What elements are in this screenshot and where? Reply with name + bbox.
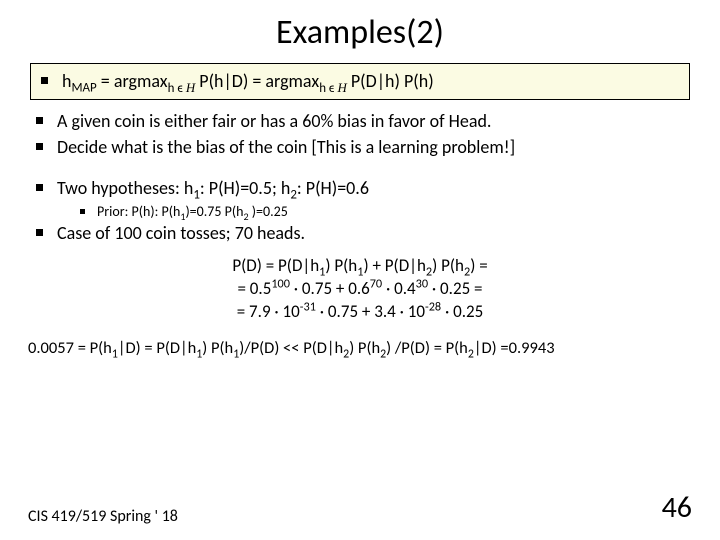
math-line: P(D) = P(D|h1) P(h1) + P(D|h2) P(h2) = [28, 255, 692, 278]
bullet-text: Decide what is the bias of the coin [Thi… [57, 136, 515, 159]
bullet-item: Decide what is the bias of the coin [Thi… [36, 136, 692, 159]
slide-container: Examples(2) hMAP = argmaxh ϵ H P(h|D) = … [0, 0, 720, 540]
bullet-marker [36, 184, 43, 191]
formula-highlight-box: hMAP = argmaxh ϵ H P(h|D) = argmaxh ϵ H … [30, 63, 690, 100]
bullet-item: A given coin is either fair or has a 60%… [36, 110, 692, 133]
slide-footer: CIS 419/519 Spring ' 18 46 [28, 489, 692, 526]
bullet-item: Case of 100 coin tosses; 70 heads. [36, 222, 692, 245]
map-formula: hMAP = argmaxh ϵ H P(h|D) = argmaxh ϵ H … [62, 70, 434, 93]
bullet-marker [36, 117, 43, 124]
sub-bullet-item: Prior: P(h): P(h1)=0.75 P(h2 )=0.25 [80, 203, 692, 220]
bullet-marker [80, 209, 85, 214]
bullet-text: A given coin is either fair or has a 60%… [57, 110, 491, 133]
bullet-item: Two hypotheses: h1: P(H)=0.5; h2: P(H)=0… [36, 177, 692, 200]
slide-title: Examples(2) [28, 12, 692, 53]
bullet-marker [41, 77, 48, 84]
bullet-text: Case of 100 coin tosses; 70 heads. [57, 222, 305, 245]
sub-bullet-text: Prior: P(h): P(h1)=0.75 P(h2 )=0.25 [97, 203, 288, 220]
bullet-marker [36, 229, 43, 236]
math-line: = 7.9 · 10-31 · 0.75 + 3.4 · 10-28 · 0.2… [28, 301, 692, 324]
math-block: P(D) = P(D|h1) P(h1) + P(D|h2) P(h2) = =… [28, 255, 692, 324]
math-line: = 0.5100 · 0.75 + 0.670 · 0.430 · 0.25 = [28, 278, 692, 301]
footer-course: CIS 419/519 Spring ' 18 [28, 507, 178, 526]
conclusion-line: 0.0057 = P(h1|D) = P(D|h1) P(h1)/P(D) <<… [28, 338, 692, 358]
footer-page-number: 46 [662, 489, 692, 526]
bullet-marker [36, 143, 43, 150]
bullet-text: Two hypotheses: h1: P(H)=0.5; h2: P(H)=0… [57, 177, 369, 200]
